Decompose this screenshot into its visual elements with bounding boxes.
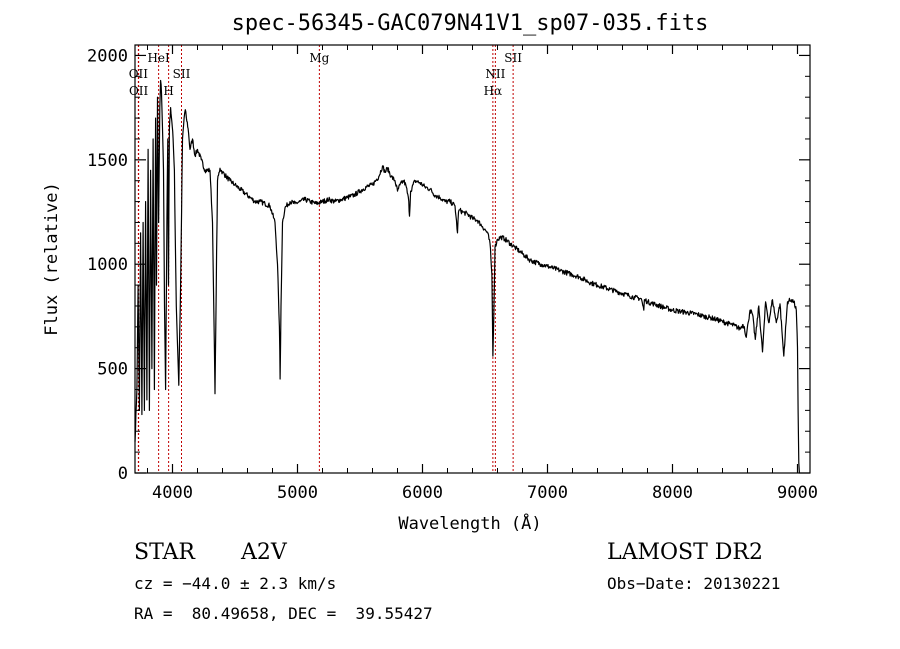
axis-ticks: 4000 5000 6000 7000 8000 9000 0 500 1000 1500 2000 xyxy=(87,45,818,503)
spectrum-line xyxy=(134,79,800,474)
line-marker-label: Hα xyxy=(484,84,503,98)
x-tick-label: 4000 xyxy=(152,483,193,503)
y-tick-label: 2000 xyxy=(87,46,128,66)
y-tick-label: 1000 xyxy=(87,255,128,275)
x-tick-label: 9000 xyxy=(777,483,818,503)
line-marker-label: SII xyxy=(173,67,191,81)
line-marker-label: H xyxy=(163,84,173,98)
line-marker-label: OII xyxy=(129,84,149,98)
x-axis-label: Wavelength (Å) xyxy=(398,512,541,534)
line-marker-label: NII xyxy=(485,67,505,81)
chart-title: spec-56345-GAC079N41V1_sp07-035.fits xyxy=(232,11,709,36)
x-tick-label: 8000 xyxy=(652,483,693,503)
x-tick-label: 7000 xyxy=(527,483,568,503)
line-marker-label: Mg xyxy=(309,51,329,65)
line-marker-label: HeI xyxy=(147,51,170,65)
y-tick-label: 500 xyxy=(97,360,128,380)
y-tick-label: 0 xyxy=(118,464,128,484)
line-marker-label: SII xyxy=(504,51,522,65)
coordinates: RA = 80.49658, DEC = 39.55427 xyxy=(134,604,433,623)
survey-name: LAMOST DR2 xyxy=(607,540,763,565)
observation-date: Obs−Date: 20130221 xyxy=(607,574,781,593)
y-axis-label: Flux (relative) xyxy=(42,182,62,336)
y-tick-label: 1500 xyxy=(87,151,128,171)
object-subclass: A2V xyxy=(241,540,287,565)
plot-frame xyxy=(134,44,811,474)
object-class: STAR xyxy=(134,540,195,565)
x-tick-label: 6000 xyxy=(402,483,443,503)
x-tick-label: 5000 xyxy=(277,483,318,503)
redshift-velocity: cz = −44.0 ± 2.3 km/s xyxy=(134,574,337,593)
